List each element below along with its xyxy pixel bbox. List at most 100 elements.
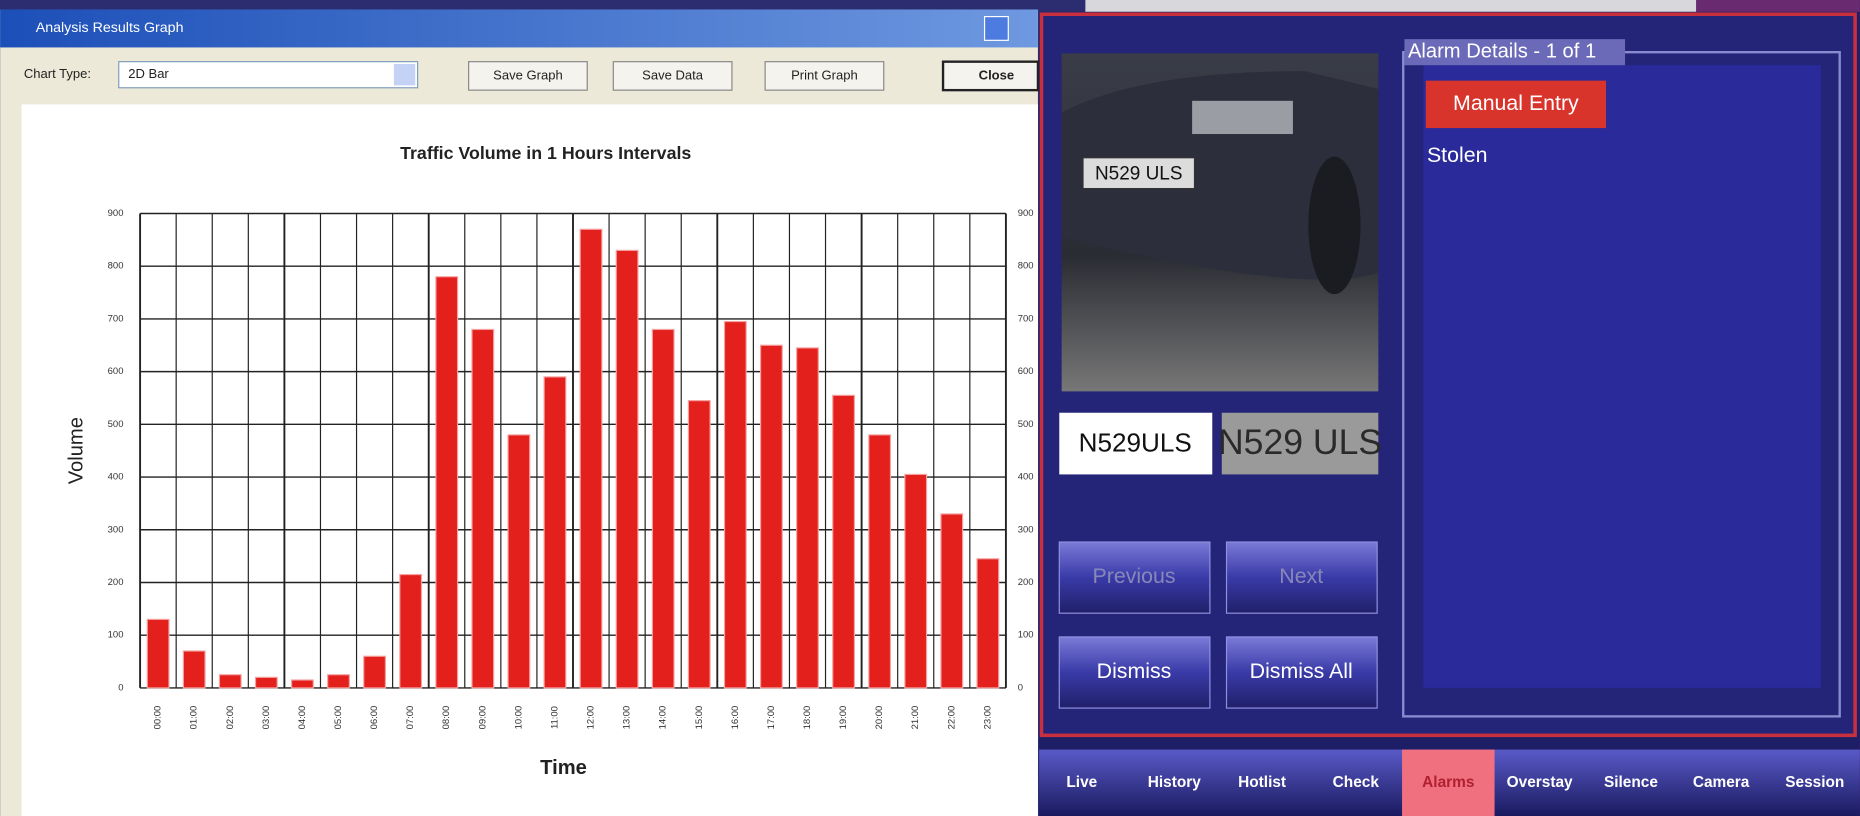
bar [472,329,494,687]
page: html,body{margin:0;padding:0;width:1860p… [0,0,1860,816]
dropdown-arrow[interactable] [394,64,415,85]
y2-tick-label: 700 [1018,313,1034,324]
bar [977,559,999,688]
button-label: Dismiss All [1250,659,1353,683]
bar [219,675,241,688]
button-label: Print Graph [791,67,858,82]
bar [905,474,927,687]
minimize-button[interactable] [985,17,1009,41]
x-tick-label: 02:00 [225,706,236,730]
x-tick-label: 11:00 [549,706,560,729]
y2-tick-label: 100 [1018,630,1034,641]
y2-tick-label: 0 [1018,682,1023,693]
y-tick-label: 0 [118,682,123,693]
button-label: Next [1279,564,1323,588]
x-tick-label: 08:00 [441,706,452,730]
x-tick-label: 01:00 [189,706,200,730]
y-tick-label: 700 [108,313,124,324]
x-tick-label: 18:00 [802,706,813,730]
nav-tab[interactable]: Hotlist [1238,774,1286,791]
nav-tab[interactable]: Alarms [1422,774,1474,791]
x-tick-label: 21:00 [910,706,921,730]
bar [400,575,422,688]
y-tick-label: 200 [108,577,124,588]
vehicle-wheel [1308,157,1360,295]
read-plate: N529ULS [1079,428,1192,458]
x-tick-label: 14:00 [658,706,669,730]
button-label: Save Data [642,67,704,82]
chart-title: Traffic Volume in 1 Hours Intervals [400,143,691,163]
body: {"window":{"title":"Analysis Results Gra… [0,0,1860,816]
screenshot: Analysis Results Graph Chart Type: 2D Ba… [0,0,1860,816]
x-tick-label: 23:00 [982,706,993,730]
bar [364,656,386,688]
vehicle-light [1192,101,1293,134]
bar [833,395,855,688]
backdrop-strip [1085,0,1696,12]
y2-tick-label: 600 [1018,366,1034,377]
bar [292,680,314,688]
nav-tab[interactable]: History [1148,774,1202,791]
nav-tab[interactable]: Check [1333,774,1380,791]
bar [761,345,783,688]
y2-tick-label: 800 [1018,261,1034,272]
bar [544,377,566,688]
image-plate-text: N529 ULS [1095,163,1183,184]
x-tick-label: 05:00 [333,706,344,730]
x-tick-label: 17:00 [766,706,777,730]
y2-tick-label: 400 [1018,472,1034,483]
y-axis-title: Volume [66,417,88,484]
button-label: Dismiss [1097,659,1172,683]
bar [256,677,278,688]
bar [688,401,710,688]
nav-bar: Live History Hotlist Check Alarms Overst… [1039,750,1860,816]
bar [725,322,747,688]
y2-tick-label: 500 [1018,419,1034,430]
x-tick-label: 10:00 [513,706,524,730]
plate-crop-text: N529 ULS [1218,422,1382,462]
nav-tab[interactable]: Silence [1604,774,1658,791]
x-tick-label: 04:00 [297,706,308,730]
y-tick-label: 900 [108,208,124,219]
y2-tick-label: 200 [1018,577,1034,588]
x-tick-label: 06:00 [369,706,380,730]
bar [580,229,602,688]
y-tick-label: 100 [108,630,124,641]
anpr-panel: N529 ULS N529ULS N529 ULS Previous Next … [1039,12,1860,816]
chart-type-label: Chart Type: [24,66,91,81]
nav-tab[interactable]: Session [1785,774,1844,791]
x-tick-label: 07:00 [405,706,416,730]
y2-tick-label: 900 [1018,208,1034,219]
bar [436,277,458,688]
nav-tab[interactable]: Live [1066,774,1097,791]
bar [869,435,891,688]
x-tick-label: 22:00 [946,706,957,730]
nav-tab[interactable]: Camera [1693,774,1750,791]
y-tick-label: 600 [108,366,124,377]
y2-tick-label: 300 [1018,524,1034,535]
bar [616,250,638,688]
x-tick-label: 00:00 [153,706,164,730]
alarm-title: Alarm Details - 1 of 1 [1408,41,1596,63]
y-tick-label: 300 [108,524,124,535]
x-axis-title: Time [540,757,587,779]
bar [652,329,674,687]
window-title: Analysis Results Graph [36,20,184,36]
bar [941,514,963,688]
x-tick-label: 15:00 [694,706,705,730]
x-tick-label: 19:00 [838,706,849,730]
x-tick-label: 12:00 [586,706,597,730]
y-tick-label: 800 [108,261,124,272]
x-tick-label: 20:00 [874,706,885,730]
bar [183,651,205,688]
x-tick-label: 16:00 [730,706,741,730]
chart-type-value: 2D Bar [128,66,169,81]
alarm-reason: Stolen [1427,143,1487,167]
y-tick-label: 400 [108,472,124,483]
button-label: Close [979,67,1015,82]
x-tick-label: 13:00 [622,706,633,730]
x-tick-label: 09:00 [477,706,488,730]
bar [797,348,819,688]
nav-tab[interactable]: Overstay [1507,774,1573,791]
bar [328,675,350,688]
